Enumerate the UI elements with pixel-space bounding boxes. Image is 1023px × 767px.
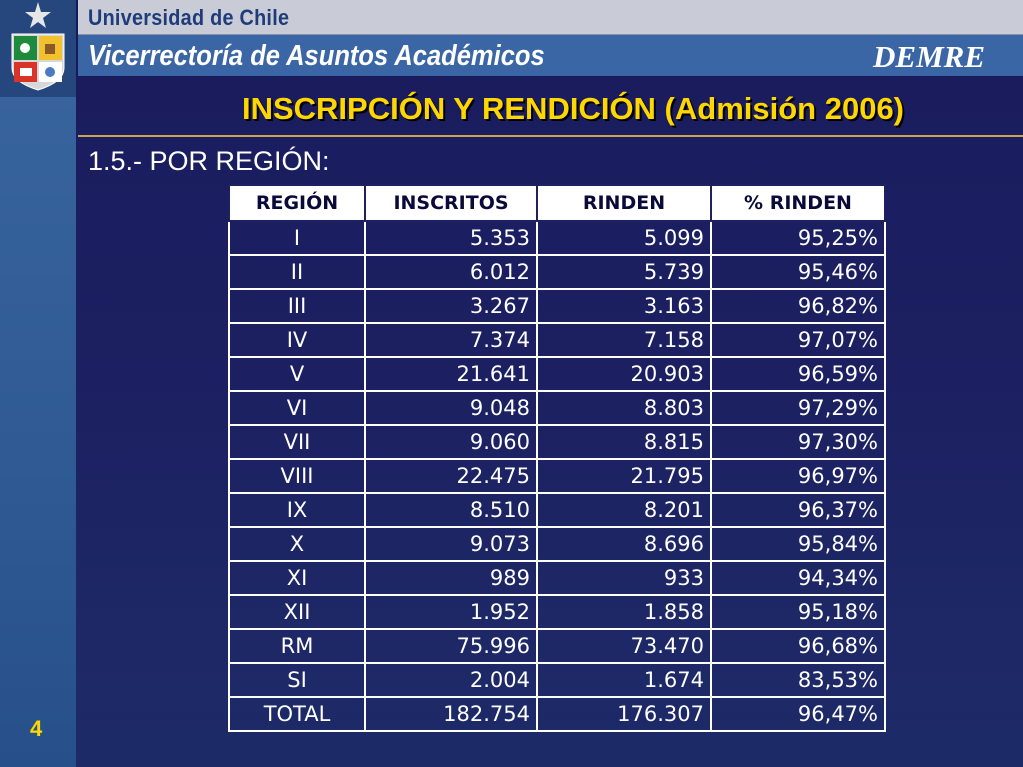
cell-inscritos: 1.952 <box>364 594 538 630</box>
cell-inscritos: 9.060 <box>364 424 538 460</box>
table-row: TOTAL 182.754 176.307 96,47% <box>228 696 886 732</box>
vicerrectoria-name: Vicerrectoría de Asuntos Académicos <box>88 40 545 72</box>
cell-percent-rinden: 97,29% <box>710 390 886 426</box>
cell-region: SI <box>228 662 366 698</box>
university-logo <box>0 0 76 97</box>
table-row: VI 9.048 8.803 97,29% <box>228 390 886 426</box>
cell-percent-rinden: 95,84% <box>710 526 886 562</box>
cell-inscritos: 9.048 <box>364 390 538 426</box>
cell-rinden: 7.158 <box>536 322 712 358</box>
cell-rinden: 5.739 <box>536 254 712 290</box>
header-vicerrectoria-bar: Vicerrectoría de Asuntos Académicos DEMR… <box>78 35 1023 76</box>
slide-title: INSCRIPCIÓN Y RENDICIÓN (Admisión 2006) <box>241 91 905 126</box>
cell-region: XII <box>228 594 366 630</box>
cell-percent-rinden: 95,25% <box>710 220 886 256</box>
cell-percent-rinden: 94,34% <box>710 560 886 596</box>
header-university-bar: Universidad de Chile <box>78 0 1023 35</box>
table-row: V 21.641 20.903 96,59% <box>228 356 886 392</box>
table-row: III 3.267 3.163 96,82% <box>228 288 886 324</box>
cell-inscritos: 9.073 <box>364 526 538 562</box>
cell-inscritos: 21.641 <box>364 356 538 392</box>
cell-rinden: 8.815 <box>536 424 712 460</box>
cell-region: VIII <box>228 458 366 494</box>
cell-inscritos: 2.004 <box>364 662 538 698</box>
cell-percent-rinden: 95,18% <box>710 594 886 630</box>
cell-percent-rinden: 96,97% <box>710 458 886 494</box>
header-rinden: RINDEN <box>536 184 712 222</box>
table-row: XII 1.952 1.858 95,18% <box>228 594 886 630</box>
table-row: X 9.073 8.696 95,84% <box>228 526 886 562</box>
cell-region: IX <box>228 492 366 528</box>
university-name: Universidad de Chile <box>88 5 290 30</box>
table-row: XI 989 933 94,34% <box>228 560 886 596</box>
cell-rinden: 5.099 <box>536 220 712 256</box>
cell-region: V <box>228 356 366 392</box>
cell-percent-rinden: 95,46% <box>710 254 886 290</box>
cell-rinden: 1.674 <box>536 662 712 698</box>
cell-percent-rinden: 96,82% <box>710 288 886 324</box>
sidebar <box>0 0 76 767</box>
slide-number: 4 <box>30 716 43 741</box>
cell-percent-rinden: 96,68% <box>710 628 886 664</box>
table-row: IV 7.374 7.158 97,07% <box>228 322 886 358</box>
cell-percent-rinden: 97,30% <box>710 424 886 460</box>
cell-inscritos: 75.996 <box>364 628 538 664</box>
table-row: RM 75.996 73.470 96,68% <box>228 628 886 664</box>
cell-inscritos: 6.012 <box>364 254 538 290</box>
cell-region: RM <box>228 628 366 664</box>
department-name: DEMRE <box>873 39 985 74</box>
cell-inscritos: 5.353 <box>364 220 538 256</box>
cell-rinden: 933 <box>536 560 712 596</box>
table-row: VII 9.060 8.815 97,30% <box>228 424 886 460</box>
cell-rinden: 8.201 <box>536 492 712 528</box>
cell-region: XI <box>228 560 366 596</box>
cell-inscritos: 3.267 <box>364 288 538 324</box>
title-divider <box>78 135 1023 137</box>
table-row: II 6.012 5.739 95,46% <box>228 254 886 290</box>
table-header-row: REGIÓN INSCRITOS RINDEN % RINDEN <box>228 184 886 222</box>
cell-inscritos: 182.754 <box>364 696 538 732</box>
cell-region: VI <box>228 390 366 426</box>
cell-inscritos: 7.374 <box>364 322 538 358</box>
cell-inscritos: 989 <box>364 560 538 596</box>
cell-region: X <box>228 526 366 562</box>
table-row: VIII 22.475 21.795 96,97% <box>228 458 886 494</box>
header-inscritos: INSCRITOS <box>364 184 538 222</box>
cell-rinden: 8.696 <box>536 526 712 562</box>
cell-rinden: 1.858 <box>536 594 712 630</box>
cell-region: VII <box>228 424 366 460</box>
cell-inscritos: 22.475 <box>364 458 538 494</box>
cell-percent-rinden: 96,47% <box>710 696 886 732</box>
table-row: SI 2.004 1.674 83,53% <box>228 662 886 698</box>
cell-region: TOTAL <box>228 696 366 732</box>
cell-region: II <box>228 254 366 290</box>
cell-rinden: 3.163 <box>536 288 712 324</box>
cell-rinden: 21.795 <box>536 458 712 494</box>
cell-region: IV <box>228 322 366 358</box>
title-bar: INSCRIPCIÓN Y RENDICIÓN (Admisión 2006) <box>78 78 1023 136</box>
cell-percent-rinden: 96,59% <box>710 356 886 392</box>
table-row: I 5.353 5.099 95,25% <box>228 220 886 256</box>
cell-inscritos: 8.510 <box>364 492 538 528</box>
region-table: REGIÓN INSCRITOS RINDEN % RINDEN I 5.353 5… <box>228 184 886 732</box>
cell-rinden: 20.903 <box>536 356 712 392</box>
header-region: REGIÓN <box>228 184 366 222</box>
cell-rinden: 176.307 <box>536 696 712 732</box>
cell-region: I <box>228 220 366 256</box>
section-subtitle: 1.5.- POR REGIÓN: <box>88 146 330 176</box>
cell-percent-rinden: 83,53% <box>710 662 886 698</box>
cell-rinden: 73.470 <box>536 628 712 664</box>
header-percent-rinden: % RINDEN <box>710 184 886 222</box>
cell-percent-rinden: 97,07% <box>710 322 886 358</box>
table-row: IX 8.510 8.201 96,37% <box>228 492 886 528</box>
cell-percent-rinden: 96,37% <box>710 492 886 528</box>
cell-region: III <box>228 288 366 324</box>
cell-rinden: 8.803 <box>536 390 712 426</box>
university-seal-icon <box>0 0 76 97</box>
